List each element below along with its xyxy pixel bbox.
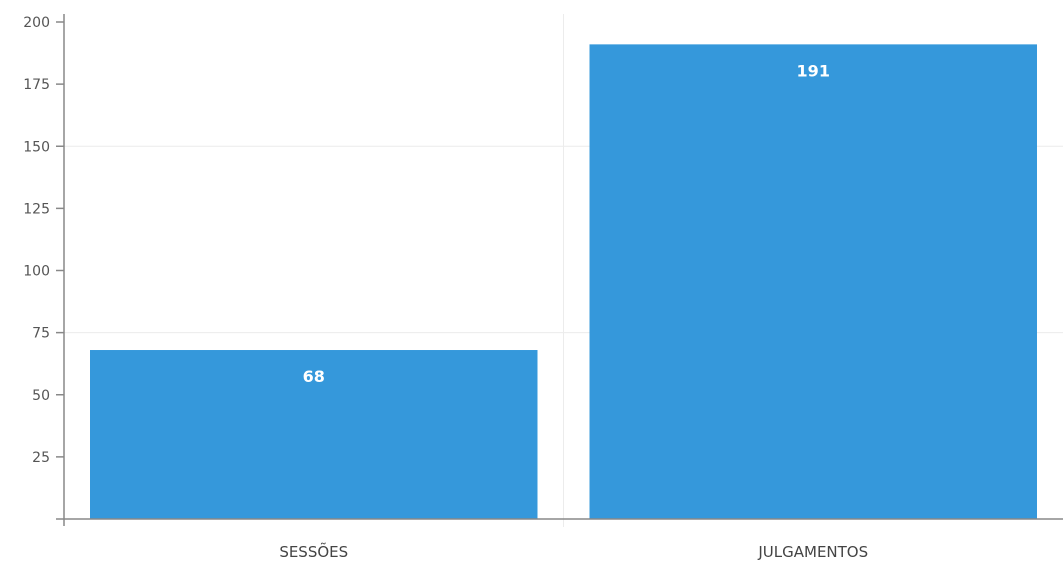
y-tick-label-100: 100 <box>23 264 50 280</box>
data-label-julgamentos: 191 <box>797 61 830 80</box>
y-tick-label-75: 75 <box>32 326 50 342</box>
x-tick-label-sessões: SESSÕES <box>279 542 348 561</box>
y-tick-label-200: 200 <box>23 15 50 31</box>
bars-group: 68 191 <box>90 44 1037 520</box>
y-tick-label-125: 125 <box>23 201 50 217</box>
bar-julgamentos <box>589 44 1037 520</box>
y-tick-label-25: 25 <box>32 450 50 466</box>
y-tick-label-150: 150 <box>23 139 50 155</box>
y-axis-ticks: 25 50 75 100 125 150 175 200 <box>23 15 64 466</box>
y-tick-label-50: 50 <box>32 388 50 404</box>
x-axis-labels: SESSÕES JULGAMENTOS <box>279 542 868 561</box>
bar-sessões <box>90 350 538 519</box>
data-label-sessões: 68 <box>303 367 325 386</box>
x-tick-label-julgamentos: JULGAMENTOS <box>757 543 868 561</box>
y-tick-label-175: 175 <box>23 77 50 93</box>
